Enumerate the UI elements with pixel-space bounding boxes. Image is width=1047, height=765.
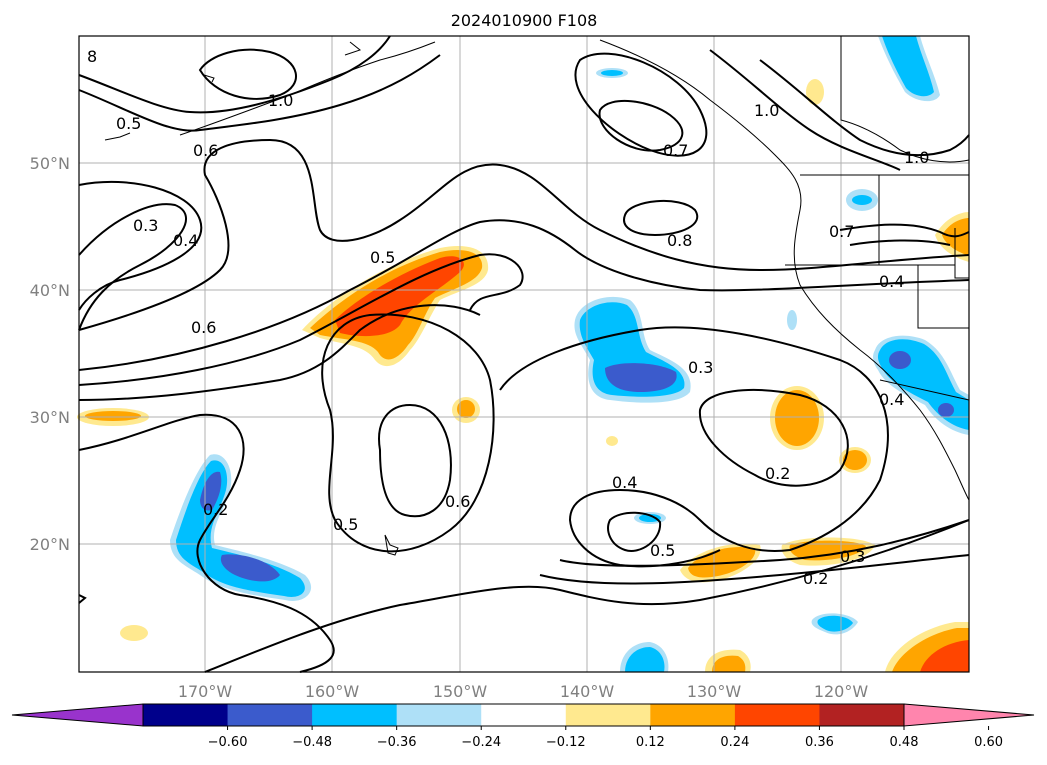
lon-label: 160°W	[305, 682, 360, 701]
positive-fill-region	[120, 625, 148, 641]
contour-label: 0.2	[803, 569, 828, 588]
contour-label: 0.8	[667, 231, 692, 250]
lat-label: 50°N	[30, 154, 70, 173]
positive-fill-region	[775, 390, 819, 446]
contour-label: 0.5	[650, 541, 675, 560]
lon-label: 150°W	[433, 682, 488, 701]
contour-label: 0.6	[193, 141, 218, 160]
colorbar-segment	[227, 704, 313, 726]
colorbar-tick-label: −0.60	[208, 735, 248, 750]
contour-label: 1.0	[268, 91, 293, 110]
colorbar-segment	[819, 704, 905, 726]
colorbar-segment	[565, 704, 651, 726]
colorbar-segment	[312, 704, 398, 726]
contour-label: 0.6	[191, 318, 216, 337]
colorbar-tick-label: 0.60	[974, 735, 1003, 750]
positive-fill-region	[457, 400, 475, 418]
colorbar-segment	[734, 704, 820, 726]
negative-fill-region	[852, 195, 872, 205]
colorbar-extend-high	[904, 704, 1034, 726]
colorbar-tick-label: −0.24	[461, 735, 501, 750]
lon-label: 120°W	[814, 682, 869, 701]
contour-label: 0.3	[133, 216, 158, 235]
colorbar-segment	[650, 704, 736, 726]
lat-label: 30°N	[30, 408, 70, 427]
positive-fill-region	[85, 411, 141, 421]
negative-fill-region	[882, 36, 934, 97]
contour-label: 0.5	[370, 248, 395, 267]
colorbar-tick-label: −0.48	[292, 735, 332, 750]
contour-label: 0.3	[688, 358, 713, 377]
negative-fill-region	[220, 554, 280, 582]
positive-fill-region	[843, 450, 867, 470]
lon-label: 170°W	[178, 682, 233, 701]
lat-label: 40°N	[30, 281, 70, 300]
contour-label: 0.6	[445, 492, 470, 511]
lon-label: 130°W	[687, 682, 742, 701]
contour-label: 0.4	[612, 473, 637, 492]
negative-fill-region	[625, 647, 665, 672]
contour-label-group: 8 1.0 0.5 0.6 0.3 0.4 0.6 0.5 0.7 0.8 1.…	[87, 47, 929, 588]
colorbar-tick-label: −0.36	[377, 735, 417, 750]
contour-label: 0.2	[765, 464, 790, 483]
colorbar-tick-label: 0.24	[720, 735, 749, 750]
colorbar-tick-label: 0.12	[636, 735, 665, 750]
colorbar-segment	[143, 704, 229, 726]
contour-label: 0.4	[879, 272, 904, 291]
contour-label: 0.7	[663, 141, 688, 160]
map-panel: 8 1.0 0.5 0.6 0.3 0.4 0.6 0.5 0.7 0.8 1.…	[77, 35, 970, 673]
contour-label: 0.5	[116, 114, 141, 133]
colorbar-tick-label: −0.12	[546, 735, 586, 750]
negative-fill-region	[605, 363, 677, 392]
lat-label: 20°N	[30, 535, 70, 554]
positive-fill-region	[920, 640, 969, 672]
colorbar-tick-label: 0.48	[890, 735, 919, 750]
negative-fill-region	[817, 615, 853, 632]
colorbar: −0.60 −0.48 −0.36 −0.24 −0.12 0.12 0.24 0.36 0.4…	[11, 703, 1035, 750]
negative-fill-region	[938, 403, 954, 417]
colorbar-extend-low	[12, 704, 143, 726]
longitude-labels: 170°W 160°W 150°W 140°W 130°W 120°W	[178, 682, 869, 701]
positive-fill-region	[606, 436, 618, 446]
contour-label: 0.3	[840, 547, 865, 566]
coastlines	[104, 36, 970, 556]
positive-fill-region	[789, 540, 866, 561]
negative-fill-region	[889, 351, 911, 369]
latitude-labels: 50°N 40°N 30°N 20°N	[30, 154, 70, 554]
negative-fill-region	[787, 310, 797, 330]
contour-label: 1.0	[904, 148, 929, 167]
colorbar-segment	[481, 704, 567, 726]
colorbar-tick-label: 0.36	[805, 735, 834, 750]
contour-label: 0.7	[829, 222, 854, 241]
contour-lines	[78, 35, 970, 673]
contour-label: 0.5	[333, 515, 358, 534]
figure-title: 2024010900 F108	[451, 11, 598, 30]
positive-fill-region	[688, 546, 756, 578]
lon-label: 140°W	[560, 682, 615, 701]
negative-fill-region	[601, 70, 623, 76]
contour-label: 8	[87, 47, 97, 66]
contour-label: 1.0	[754, 101, 779, 120]
colorbar-segment	[396, 704, 482, 726]
contour-label: 0.4	[173, 231, 198, 250]
contour-label: 0.2	[203, 500, 228, 519]
positive-fill-region	[806, 79, 824, 105]
contour-label: 0.4	[879, 390, 904, 409]
negative-fill-region	[639, 514, 661, 522]
map-frame	[78, 35, 970, 673]
anomaly-fill	[77, 36, 969, 672]
positive-fill-region	[712, 655, 746, 672]
